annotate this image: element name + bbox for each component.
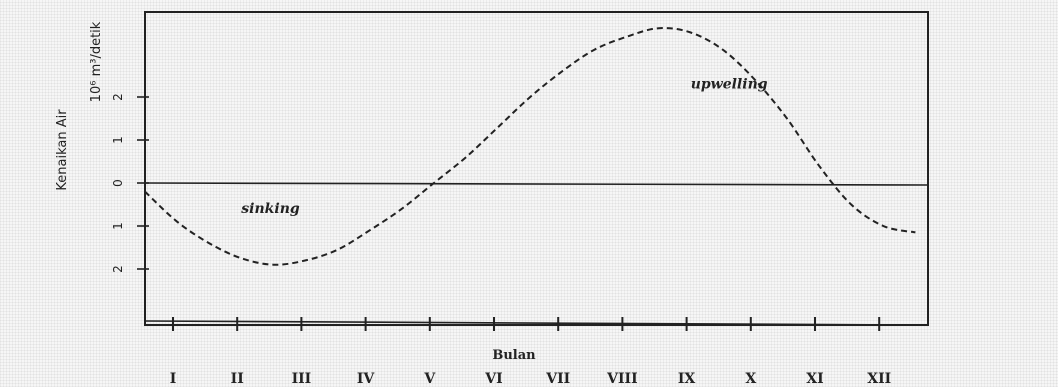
x-tick-label-XII: XII xyxy=(867,371,891,387)
y-tick-label-0: 2 xyxy=(111,93,125,101)
plot-frame xyxy=(144,11,929,326)
x-tick-label-IV: IV xyxy=(357,371,376,387)
y-axis-label: Kenaikan Air xyxy=(55,109,70,191)
x-tick-label-VI: VI xyxy=(484,371,502,387)
y-tick-label-1: 1 xyxy=(111,136,125,144)
y-tick-label-4: 2 xyxy=(111,265,125,273)
annotation-sinking: sinking xyxy=(241,201,300,217)
x-tick-label-III: III xyxy=(292,371,312,387)
y-axis-unit: 10⁶ m³/detik xyxy=(89,21,104,102)
zero-line xyxy=(144,182,929,186)
x-axis-label: Bulan xyxy=(492,348,536,363)
x-tick-label-X: X xyxy=(745,371,756,387)
x-tick-label-II: II xyxy=(231,371,244,387)
annotation-upwelling: upwelling xyxy=(691,76,768,92)
x-tick-label-XI: XI xyxy=(806,371,823,387)
x-tick-label-VIII: VIII xyxy=(606,371,638,387)
series-line xyxy=(144,27,916,266)
y-tick-label-3: 1 xyxy=(111,222,125,230)
x-tick-label-I: I xyxy=(170,371,177,387)
x-tick-label-V: V xyxy=(423,371,436,387)
x-tick-label-IX: IX xyxy=(678,371,696,387)
y-tick-label-2: 0 xyxy=(111,179,125,187)
x-axis-line xyxy=(144,320,913,326)
x-tick-label-VII: VII xyxy=(545,371,570,387)
